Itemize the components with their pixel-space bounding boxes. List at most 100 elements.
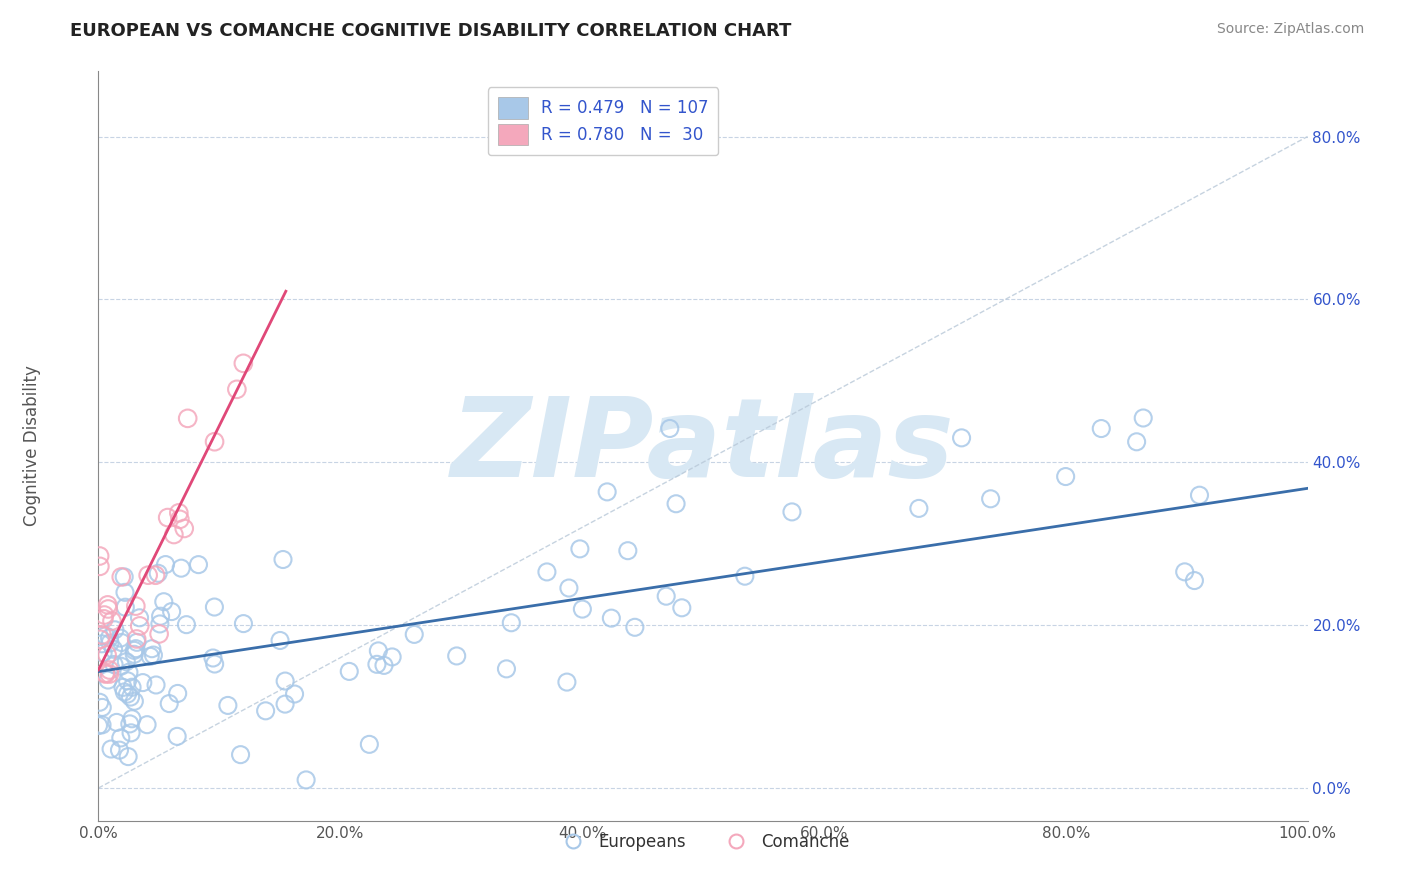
Point bbox=[94, 629, 117, 643]
Point bbox=[950, 431, 973, 445]
Point bbox=[108, 743, 131, 757]
Point bbox=[596, 484, 619, 499]
Point bbox=[91, 628, 114, 642]
Point bbox=[115, 655, 138, 669]
Point bbox=[121, 680, 143, 694]
Point bbox=[89, 632, 111, 647]
Point bbox=[671, 600, 693, 615]
Point bbox=[120, 690, 142, 704]
Point bbox=[187, 558, 209, 572]
Point bbox=[93, 612, 115, 626]
Text: Cognitive Disability: Cognitive Disability bbox=[22, 366, 41, 526]
Point bbox=[128, 611, 150, 625]
Point bbox=[1125, 434, 1147, 449]
Point bbox=[381, 649, 404, 664]
Point bbox=[536, 565, 558, 579]
Point bbox=[103, 642, 125, 657]
Point bbox=[166, 730, 188, 744]
Point bbox=[232, 356, 254, 370]
Point bbox=[94, 666, 117, 681]
Point bbox=[110, 731, 132, 745]
Point bbox=[568, 541, 591, 556]
Point bbox=[173, 521, 195, 535]
Point bbox=[274, 697, 297, 711]
Point bbox=[125, 641, 148, 656]
Point bbox=[167, 506, 190, 520]
Point bbox=[118, 665, 141, 680]
Point bbox=[93, 607, 115, 622]
Point bbox=[367, 644, 389, 658]
Point bbox=[149, 609, 172, 624]
Point bbox=[284, 687, 307, 701]
Point bbox=[89, 549, 111, 563]
Point bbox=[780, 505, 803, 519]
Point bbox=[114, 600, 136, 615]
Legend: Europeans, Comanche: Europeans, Comanche bbox=[550, 826, 856, 857]
Point bbox=[98, 636, 121, 650]
Point bbox=[98, 631, 121, 645]
Text: EUROPEAN VS COMANCHE COGNITIVE DISABILITY CORRELATION CHART: EUROPEAN VS COMANCHE COGNITIVE DISABILIT… bbox=[70, 22, 792, 40]
Point bbox=[980, 491, 1002, 506]
Point bbox=[122, 643, 145, 657]
Point bbox=[121, 712, 143, 726]
Point bbox=[100, 742, 122, 756]
Point bbox=[128, 619, 150, 633]
Point bbox=[145, 678, 167, 692]
Point bbox=[136, 568, 159, 582]
Point bbox=[169, 512, 191, 526]
Point bbox=[103, 657, 125, 672]
Point bbox=[201, 651, 224, 665]
Point bbox=[366, 657, 388, 672]
Point bbox=[117, 673, 139, 688]
Point bbox=[404, 627, 426, 641]
Point bbox=[125, 599, 148, 614]
Point bbox=[110, 659, 132, 673]
Point bbox=[91, 700, 114, 714]
Point bbox=[110, 635, 132, 649]
Point bbox=[176, 411, 198, 425]
Point bbox=[120, 726, 142, 740]
Point bbox=[110, 631, 132, 645]
Point bbox=[271, 552, 294, 566]
Point bbox=[655, 589, 678, 603]
Point bbox=[110, 570, 132, 584]
Point bbox=[269, 633, 291, 648]
Point bbox=[97, 598, 120, 612]
Point bbox=[114, 585, 136, 599]
Point bbox=[148, 627, 170, 641]
Point bbox=[118, 717, 141, 731]
Point bbox=[89, 695, 111, 709]
Point bbox=[571, 602, 593, 616]
Point bbox=[155, 558, 177, 572]
Point bbox=[148, 566, 170, 581]
Point bbox=[122, 648, 145, 662]
Point bbox=[91, 646, 114, 660]
Point bbox=[217, 698, 239, 713]
Point bbox=[139, 649, 162, 664]
Point bbox=[156, 510, 179, 524]
Point bbox=[104, 623, 127, 637]
Point bbox=[337, 665, 360, 679]
Point bbox=[734, 569, 756, 583]
Point bbox=[98, 663, 121, 677]
Point bbox=[295, 772, 318, 787]
Point bbox=[117, 749, 139, 764]
Point bbox=[160, 605, 183, 619]
Point bbox=[204, 600, 226, 615]
Text: ZIPatlas: ZIPatlas bbox=[451, 392, 955, 500]
Point bbox=[229, 747, 252, 762]
Point bbox=[1090, 421, 1112, 435]
Point bbox=[124, 694, 146, 708]
Point bbox=[112, 570, 135, 584]
Point bbox=[96, 648, 118, 662]
Point bbox=[225, 382, 247, 396]
Point bbox=[665, 497, 688, 511]
Point bbox=[204, 657, 226, 671]
Point bbox=[90, 637, 112, 651]
Point bbox=[600, 611, 623, 625]
Point bbox=[170, 561, 193, 575]
Point bbox=[373, 658, 395, 673]
Point bbox=[101, 614, 124, 628]
Point bbox=[446, 648, 468, 663]
Point bbox=[157, 697, 180, 711]
